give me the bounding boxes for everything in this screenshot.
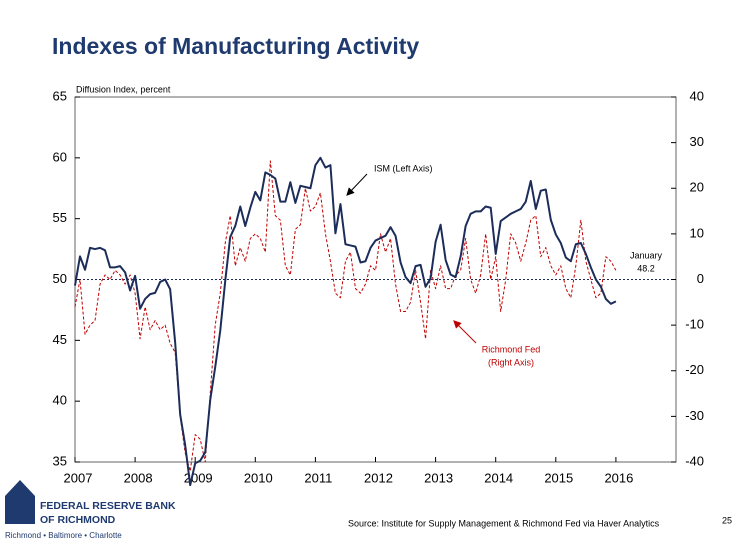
y2-tick-label: -20 [685,362,704,377]
y-tick-label: 50 [53,271,67,286]
y-tick-label: 35 [53,453,67,468]
logo-text: OF RICHMOND [40,514,116,526]
x-tick-label: 2014 [484,470,513,485]
y2-tick-label: 20 [690,180,704,195]
series-line [74,156,617,487]
y-tick-label: 45 [53,332,67,347]
logo-text: FEDERAL RESERVE BANK [40,500,176,512]
annotation: 48.2 [637,263,655,273]
series-line [74,160,617,472]
y2-tick-label: 0 [697,271,704,286]
arrow [346,173,368,196]
x-tick-label: 2007 [64,470,93,485]
title: Indexes of Manufacturing Activity [52,33,419,59]
annotation: January [630,250,663,260]
x-tick-label: 2012 [364,470,393,485]
logo-mark [5,480,35,524]
y2-tick-label: -40 [685,453,704,468]
annotation: Richmond Fed [482,344,541,354]
y2-tick-label: -30 [685,408,704,423]
x-tick-label: 2016 [604,470,633,485]
x-tick-label: 2011 [304,470,332,485]
y2-tick-label: 10 [690,225,704,240]
logo-text: Richmond • Baltimore • Charlotte [5,531,122,540]
y-axis-label: Diffusion Index, percent [76,84,171,94]
annotation: (Right Axis) [488,357,534,367]
page-number: 25 [722,515,732,525]
logo: FEDERAL RESERVE BANK OF RICHMOND Richmon… [5,480,176,540]
x-tick-label: 2013 [424,470,453,485]
arrow [453,320,477,344]
y-tick-label: 55 [53,210,67,225]
y-tick-label: 60 [53,149,67,164]
y2-tick-label: 40 [690,88,704,103]
y-tick-label: 40 [53,393,67,408]
y-tick-label: 65 [53,88,67,103]
y2-tick-label: 30 [690,134,704,149]
x-tick-label: 2008 [124,470,153,485]
annotation: ISM (Left Axis) [374,163,433,173]
source: Source: Institute for Supply Management … [348,518,660,528]
y2-tick-label: -10 [685,317,704,332]
x-tick-label: 2015 [544,470,573,485]
x-tick-label: 2010 [244,470,273,485]
